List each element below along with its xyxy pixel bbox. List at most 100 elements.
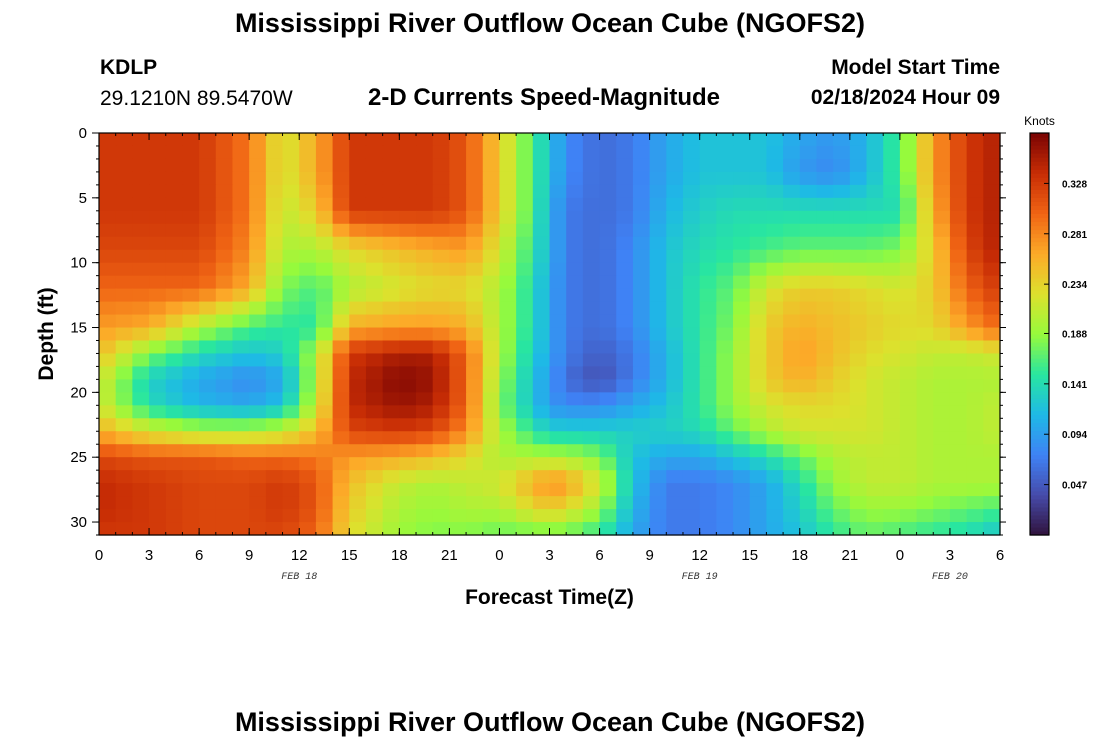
heatmap-cell [733,184,751,199]
heatmap-cell [99,522,117,536]
heatmap-cell [799,470,818,484]
heatmap-cell [599,340,617,355]
heatmap-cell [516,366,534,380]
heatmap-cell [766,249,784,264]
heatmap-cell [149,275,167,290]
heatmap-cell [349,522,367,536]
heatmap-cell [766,236,784,251]
heatmap-cell [99,171,117,186]
heatmap-cell [532,509,551,523]
heatmap-cell [99,236,117,251]
heatmap-cell [883,145,901,160]
heatmap-cell [582,133,601,147]
heatmap-cell [566,366,584,380]
heatmap-cell [215,483,234,497]
colorbar-band [1030,346,1049,351]
heatmap-cell [599,158,617,173]
heatmap-cell [165,327,184,342]
heatmap-cell [416,171,434,186]
heatmap-cell [232,353,250,368]
heatmap-cell [165,483,184,497]
heatmap-cell [883,184,901,199]
colorbar-band [1030,273,1049,279]
heatmap-cell [399,431,417,445]
heatmap-cell [899,145,918,160]
heatmap-cell [816,470,834,484]
heatmap-cell [883,522,901,536]
heatmap-cell [416,197,434,212]
heatmap-cell [399,145,417,160]
heatmap-cell [249,379,267,393]
colorbar-band [1030,317,1049,323]
heatmap-cell [549,366,567,380]
heatmap-cell [365,249,384,264]
heatmap-cell [649,522,667,536]
heatmap-cell [482,405,501,419]
heatmap-cell [265,522,284,536]
heatmap-cell [332,145,350,160]
x-tick-label: 9 [645,547,653,564]
heatmap-cell [232,210,250,225]
heatmap-cell [165,275,184,290]
heatmap-cell [466,405,484,419]
heatmap-cell [749,496,768,510]
heatmap-cell [866,327,884,342]
heatmap-cell [499,236,517,251]
heatmap-cell [833,483,851,497]
colorbar-band [1030,370,1049,375]
colorbar-band [1030,293,1049,299]
y-tick-label: 0 [79,125,87,142]
heatmap-cell [532,223,551,238]
heatmap-cell [382,366,400,380]
heatmap-cell [899,353,918,368]
heatmap-cell [532,405,551,419]
heatmap-cell [983,379,1001,393]
heatmap-cell [749,366,768,380]
heatmap-cell [516,288,534,303]
heatmap-cell [349,236,367,251]
heatmap-cell [933,418,951,432]
heatmap-cell [616,249,634,264]
heatmap-cell [916,249,934,264]
heatmap-cell [616,457,634,471]
heatmap-cell [866,340,884,355]
heatmap-cell [199,210,217,225]
heatmap-cell [649,483,667,497]
heatmap-cell [99,483,117,497]
heatmap-cell [182,184,200,199]
heatmap-cell [332,158,350,173]
heatmap-cell [382,197,400,212]
colorbar-band [1030,177,1049,182]
colorbar-band [1030,309,1049,315]
heatmap-cell [499,483,517,497]
heatmap-cell [449,236,467,251]
heatmap-cell [566,457,584,471]
heatmap-cell [165,301,184,316]
heatmap-cell [466,288,484,303]
heatmap-cell [799,288,818,303]
colorbar-band [1030,382,1049,387]
heatmap-cell [299,301,317,316]
heatmap-cell [666,158,684,173]
heatmap-cell [99,145,117,160]
heatmap-cell [649,405,667,419]
heatmap-cell [766,197,784,212]
heatmap-cell [499,405,517,419]
heatmap-cell [949,145,968,160]
heatmap-cell [766,158,784,173]
heatmap-cell [482,457,501,471]
heatmap-cell [766,366,784,380]
heatmap-cell [766,340,784,355]
colorbar-band [1030,181,1049,186]
heatmap-cell [933,210,951,225]
heatmap-cell [349,262,367,277]
heatmap-cell [799,457,818,471]
heatmap-cell [632,470,651,484]
heatmap-cell [432,145,450,160]
colorbar-band [1030,446,1049,452]
heatmap-cell [699,470,717,484]
heatmap-cell [516,340,534,355]
heatmap-cell [282,236,300,251]
heatmap-cell [566,392,584,406]
heatmap-cell [799,431,818,445]
